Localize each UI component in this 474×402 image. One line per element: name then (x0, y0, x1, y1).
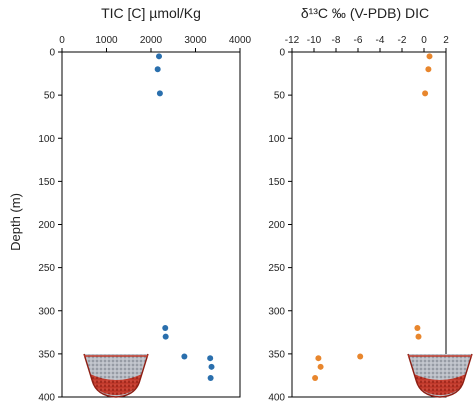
tic-data-point (207, 375, 214, 382)
tic-y-tick-label: 100 (38, 134, 55, 145)
tic-y-tick-label: 150 (38, 177, 55, 188)
d13c-points (312, 53, 433, 382)
tic-y-tick-label: 50 (44, 91, 56, 102)
d13c-y-tick-label: 100 (268, 134, 285, 145)
tic-x-tick-label: 0 (59, 35, 65, 46)
d13c-y-tick-label: 0 (279, 48, 285, 59)
d13c-y-tick-label: 150 (268, 177, 285, 188)
tic-data-point (156, 90, 163, 97)
tic-data-point (154, 66, 161, 73)
tic-panel: TIC [C] µmol/Kg 0 1000 2000 3000 4000 0 50 100 1… (38, 5, 251, 402)
tic-panel-title: TIC [C] µmol/Kg (101, 5, 201, 21)
d13c-x-tick-label: -12 (285, 35, 300, 46)
tic-x-tick-label: 2000 (140, 35, 163, 46)
tic-x-tick-label: 3000 (184, 35, 207, 46)
tic-y-tick-label: 350 (38, 349, 55, 360)
d13c-panel: δ¹³C ‰ (V-PDB) DIC -12 -10 -8 -6 -4 -2 0 2 0 50 10… (268, 5, 473, 402)
d13c-y-tick-label: 50 (274, 91, 286, 102)
tic-plot-frame (61, 51, 241, 398)
d13c-data-point (312, 375, 319, 382)
tic-y-tick-label: 200 (38, 220, 55, 231)
d13c-x-tick-label: -4 (376, 35, 385, 46)
d13c-x-tick-label: -8 (332, 35, 341, 46)
d13c-x-tick-label: -10 (307, 35, 322, 46)
d13c-x-tick-label: -2 (398, 35, 407, 46)
d13c-data-point (315, 355, 322, 362)
tic-data-point (162, 333, 169, 340)
tic-x-tick-label: 4000 (229, 35, 252, 46)
d13c-data-point (317, 363, 324, 370)
tic-points (154, 53, 215, 382)
d13c-y-tick-label: 350 (268, 349, 285, 360)
tic-x-tick-label: 1000 (95, 35, 118, 46)
d13c-plot-frame (291, 51, 447, 398)
d13c-x-tick-label: 0 (421, 35, 427, 46)
tic-ticks: 0 1000 2000 3000 4000 0 50 100 150 200 250 300 350 40… (38, 35, 251, 402)
tic-data-point (181, 353, 188, 360)
y-axis-title: Depth (m) (8, 193, 23, 251)
d13c-well-sketch (407, 353, 473, 398)
d13c-y-tick-label: 400 (268, 393, 285, 402)
tic-data-point (207, 355, 214, 362)
tic-y-tick-label: 300 (38, 306, 55, 317)
d13c-data-point (426, 53, 433, 60)
tic-data-point (156, 53, 163, 60)
d13c-x-tick-label: 2 (443, 35, 449, 46)
tic-y-tick-label: 0 (49, 48, 55, 59)
tic-data-point (162, 325, 169, 331)
d13c-data-point (415, 333, 422, 340)
d13c-x-tick-label: -6 (354, 35, 363, 46)
d13c-y-tick-label: 300 (268, 306, 285, 317)
d13c-data-point (422, 90, 429, 97)
d13c-y-tick-label: 200 (268, 220, 285, 231)
tic-data-point (208, 363, 215, 370)
d13c-data-point (414, 325, 421, 331)
d13c-data-point (425, 66, 432, 73)
tic-well-sketch (83, 353, 149, 398)
d13c-ticks: -12 -10 -8 -6 -4 -2 0 2 0 50 100 150 200 250 300 350 400 (268, 35, 449, 402)
tic-y-tick-label: 250 (38, 263, 55, 274)
d13c-panel-title: δ¹³C ‰ (V-PDB) DIC (301, 5, 429, 21)
d13c-data-point (357, 353, 364, 360)
d13c-y-tick-label: 250 (268, 263, 285, 274)
tic-y-tick-label: 400 (38, 393, 55, 402)
